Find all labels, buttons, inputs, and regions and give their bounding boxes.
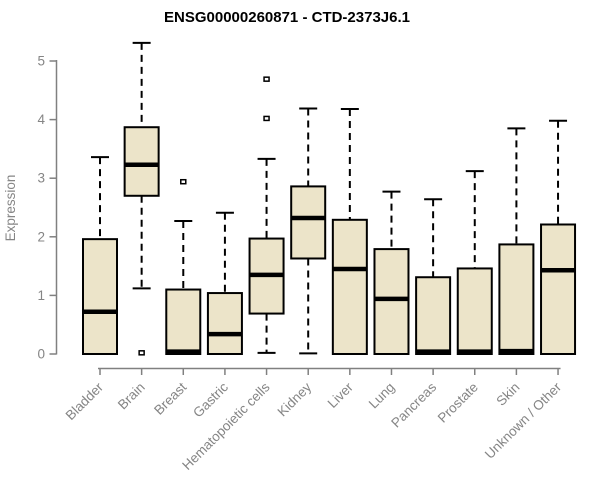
outlier-point	[263, 76, 270, 82]
boxplot-glyphs	[82, 41, 577, 356]
outlier-point	[138, 350, 145, 356]
iqr-box	[456, 267, 493, 355]
iqr-box	[206, 292, 243, 355]
category-label: Skin	[493, 380, 522, 409]
category-label: Gastric	[190, 379, 231, 420]
category-label: Brain	[115, 380, 148, 413]
outlier-point	[263, 115, 270, 122]
iqr-box	[498, 243, 535, 355]
y-axis-title: Expression	[3, 175, 18, 242]
y-tick-label: 3	[37, 171, 45, 186]
y-tick-label: 1	[37, 288, 45, 303]
category-label: Pancreas	[388, 379, 439, 430]
iqr-box	[540, 223, 577, 355]
y-tick-label: 5	[37, 54, 45, 69]
iqr-box	[82, 238, 118, 355]
category-label: Kidney	[275, 379, 315, 419]
category-label: Breast	[151, 379, 189, 417]
y-tick-label: 4	[37, 112, 45, 127]
iqr-box	[165, 288, 202, 356]
iqr-box	[415, 276, 452, 356]
iqr-box	[331, 218, 368, 355]
iqr-box	[290, 185, 327, 260]
category-label: Lung	[366, 380, 398, 412]
outlier-point	[180, 178, 187, 185]
y-tick-label: 2	[37, 229, 45, 244]
category-label: Liver	[325, 379, 357, 411]
category-label: Prostate	[435, 380, 481, 426]
iqr-box	[373, 248, 410, 355]
chart-title: ENSG00000260871 - CTD-2373J6.1	[164, 9, 410, 26]
y-tick-label: 0	[37, 347, 45, 362]
category-label: Unknown / Other	[482, 379, 565, 462]
category-label: Bladder	[63, 379, 107, 423]
iqr-box	[123, 126, 160, 197]
